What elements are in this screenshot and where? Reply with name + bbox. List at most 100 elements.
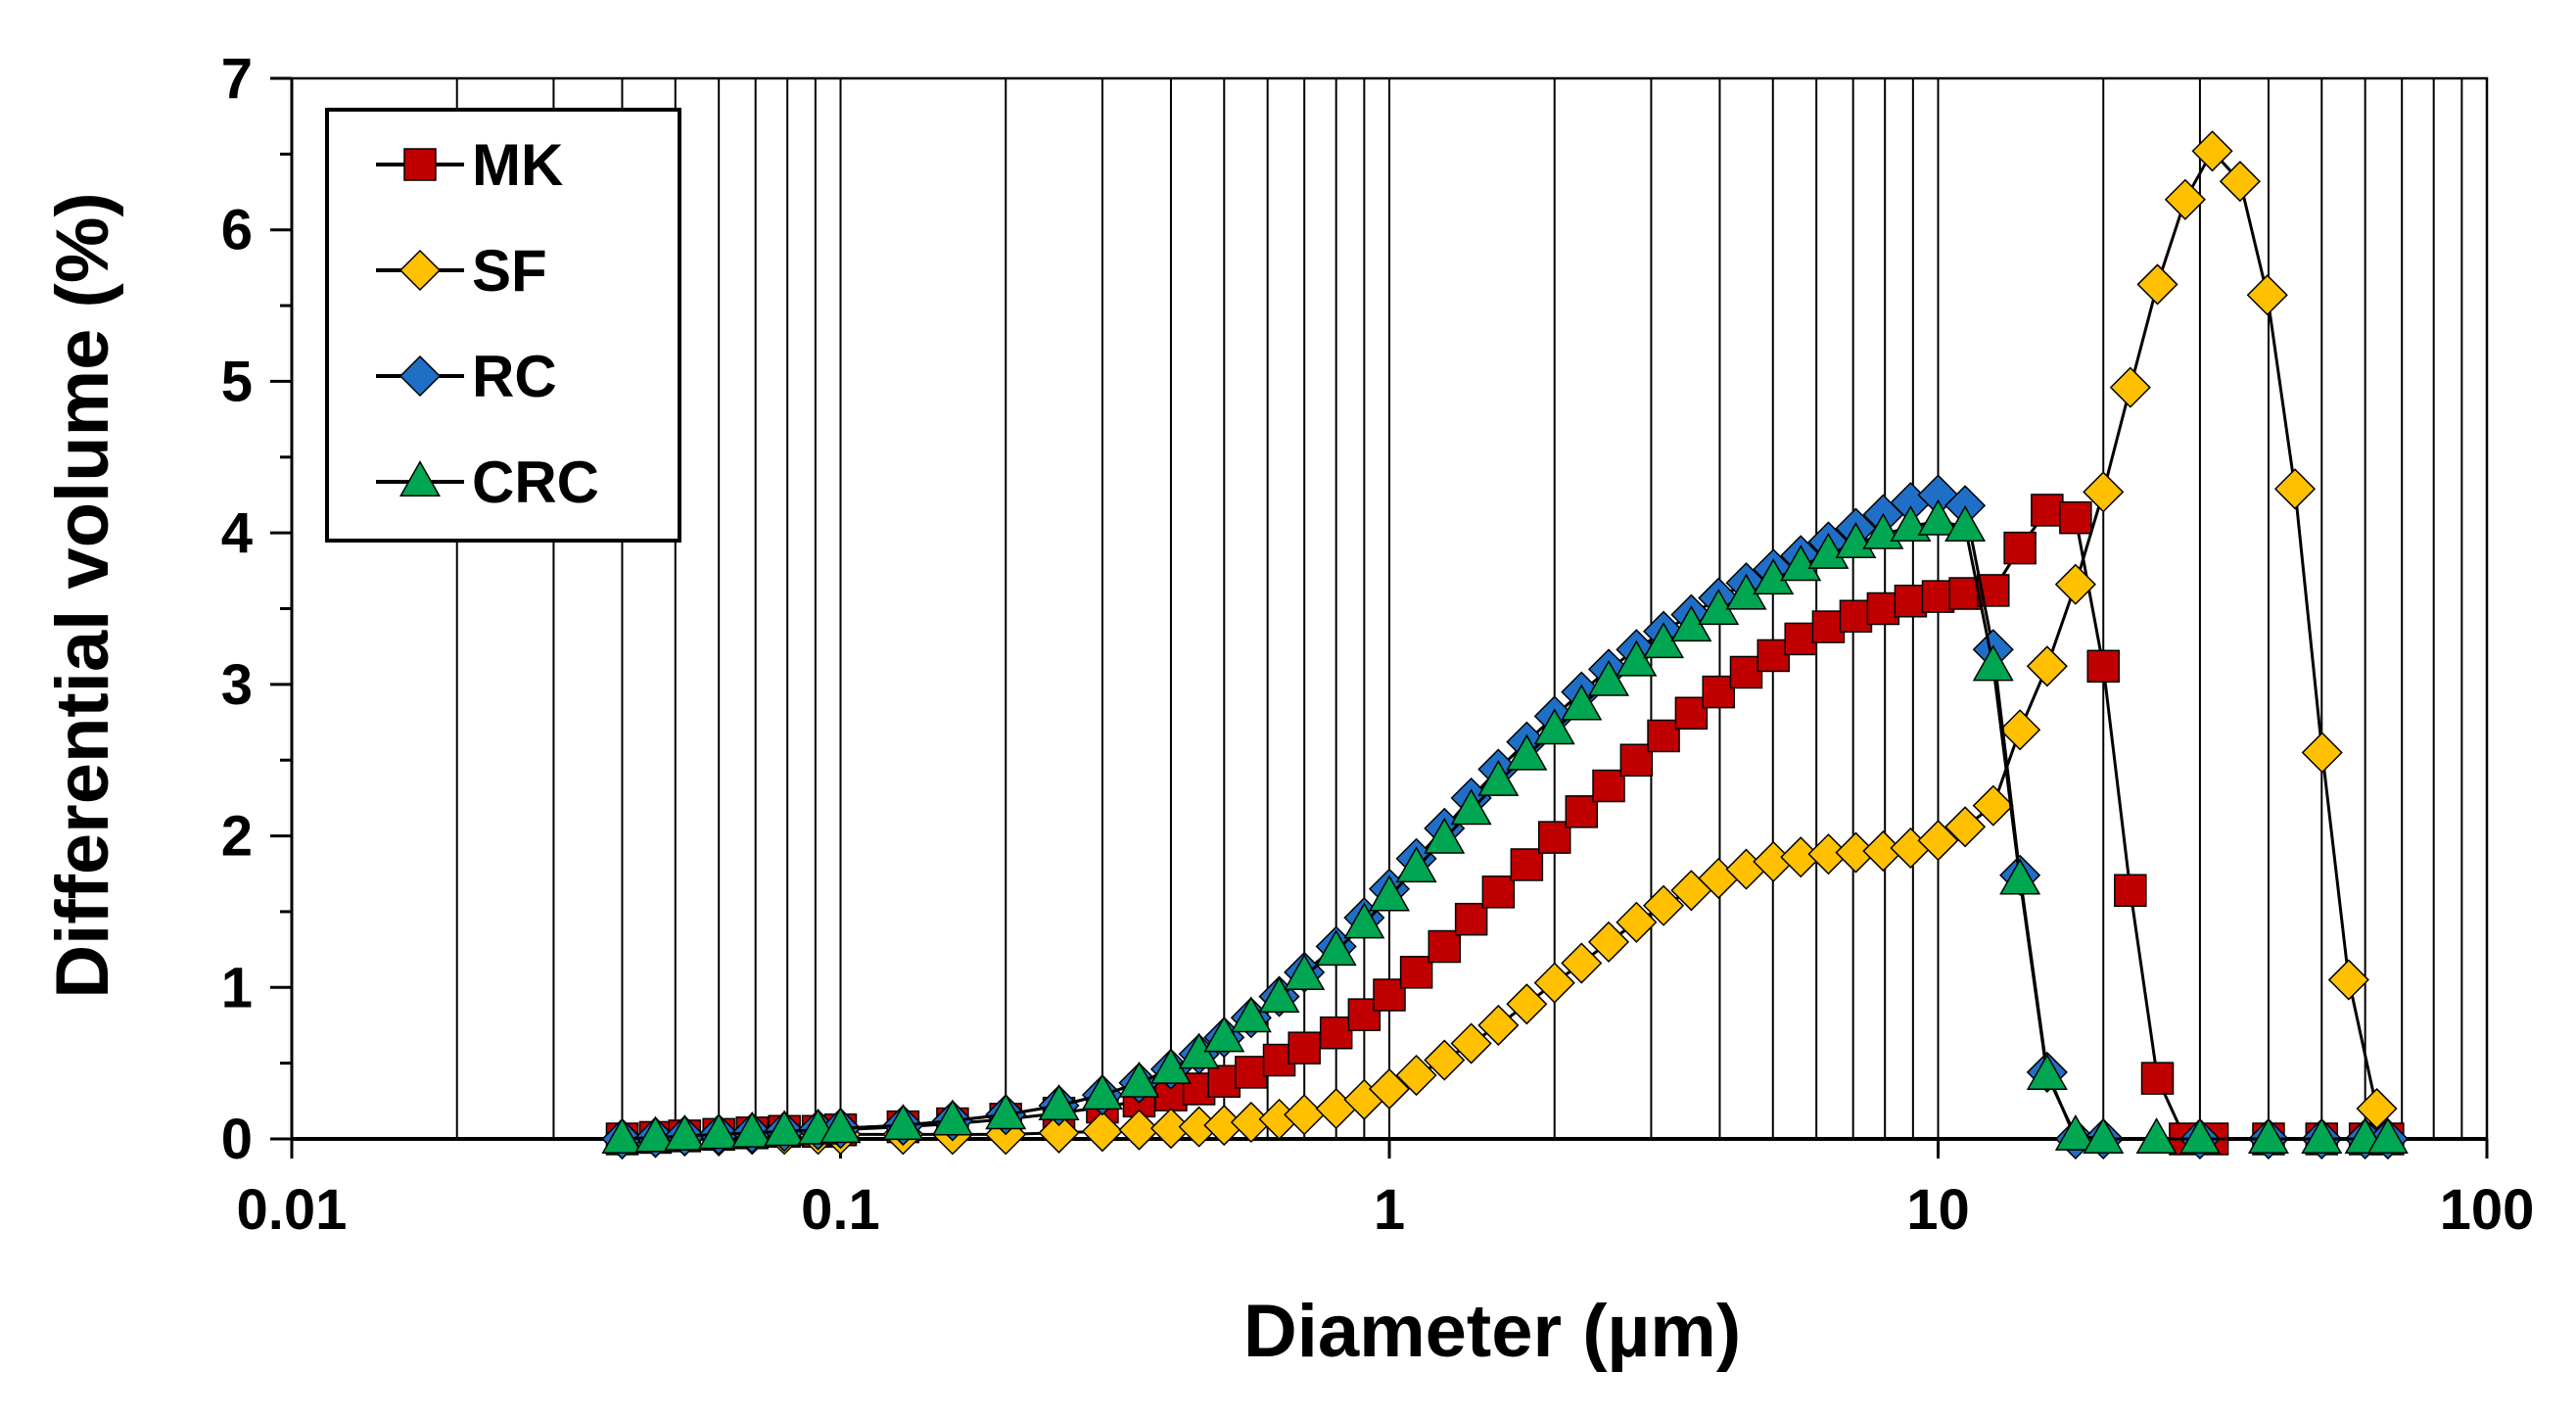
data-point (1118, 1109, 1160, 1151)
data-point (2301, 732, 2343, 774)
data-point (1565, 795, 1599, 828)
data-point (2140, 1062, 2175, 1095)
data-point (1587, 921, 1630, 963)
data-point (1395, 846, 1437, 883)
data-point (2136, 263, 2178, 306)
data-point (2054, 563, 2096, 605)
data-point (1424, 817, 1466, 854)
x-tick-label: 10 (1906, 1178, 1970, 1242)
data-point (1866, 591, 1900, 626)
data-point (882, 1104, 924, 1141)
data-point (2059, 500, 2092, 535)
y-tick-label: 6 (221, 199, 253, 262)
data-point (1395, 1054, 1437, 1097)
data-point (2109, 366, 2151, 408)
data-point (2114, 874, 2147, 908)
data-point (1729, 655, 1763, 689)
data-point (1368, 875, 1411, 912)
data-point (1561, 942, 1603, 984)
y-tick-label: 0 (221, 1108, 253, 1171)
data-point (1368, 1067, 1411, 1111)
data-point (664, 1113, 706, 1151)
data-point (1510, 848, 1544, 881)
x-axis-title: Diameter (µm) (1243, 1290, 1741, 1373)
data-point (1284, 953, 1326, 990)
data-point (1477, 1004, 1520, 1047)
data-point (1506, 983, 1548, 1025)
series (601, 130, 2409, 1160)
data-point (2247, 1117, 2289, 1155)
data-point (1944, 806, 1987, 848)
data-point (1561, 684, 1603, 721)
data-point (1647, 719, 1680, 753)
data-point (2054, 1113, 2096, 1151)
x-tick-label: 0.01 (237, 1178, 348, 1242)
data-point (1288, 1031, 1321, 1064)
data-point (1399, 956, 1433, 989)
data-point (2164, 178, 2206, 220)
data-point (1780, 544, 1822, 582)
data-point (1081, 1073, 1123, 1111)
data-point (2219, 161, 2261, 203)
legend-marker (398, 355, 442, 398)
data-point (1506, 733, 1548, 771)
data-point (1592, 769, 1625, 803)
data-point (731, 1111, 773, 1148)
data-point (1450, 1022, 1492, 1064)
series-crc (601, 498, 2409, 1155)
data-point (2026, 645, 2068, 687)
legend-label: CRC (472, 449, 599, 515)
data-point (1702, 675, 1735, 709)
series-sf (601, 130, 2409, 1160)
data-point (1643, 884, 1685, 926)
legend-item-mk: MK (376, 132, 563, 198)
data-point (1235, 1056, 1268, 1089)
data-point (1203, 1016, 1245, 1053)
y-tick-label: 4 (221, 501, 253, 565)
legend-item-rc: RC (376, 344, 557, 409)
grid (455, 78, 2463, 1139)
data-point (1230, 996, 1272, 1033)
data-point (931, 1099, 973, 1136)
data-point (2366, 1117, 2409, 1155)
data-point (1319, 1016, 1353, 1050)
y-tick-label: 3 (221, 653, 253, 717)
data-point (2031, 494, 2064, 527)
data-point (985, 1093, 1027, 1130)
data-point (1315, 929, 1357, 967)
data-point (1477, 759, 1520, 796)
data-point (1674, 696, 1709, 731)
data-point (1972, 644, 2014, 682)
x-tick-label: 1 (1374, 1178, 1405, 1242)
series-rc (601, 474, 2409, 1160)
data-point (1424, 1039, 1466, 1081)
data-point (634, 1115, 677, 1153)
data-point (2003, 531, 2037, 565)
data-point (2327, 959, 2369, 1001)
data-point (1784, 622, 1817, 656)
legend: MK SF RC CRC (325, 108, 681, 543)
x-tick-label: 0.1 (801, 1178, 880, 1242)
data-point (1373, 978, 1406, 1012)
data-point (1118, 1061, 1160, 1098)
data-point (1619, 743, 1654, 777)
data-point (2083, 1117, 2125, 1155)
data-point (1616, 901, 1658, 943)
data-point (2356, 1087, 2398, 1130)
data-point (1756, 639, 1791, 673)
data-point (2086, 649, 2120, 684)
legend-marker (398, 460, 442, 497)
data-point (1454, 902, 1488, 936)
data-point (820, 1107, 862, 1144)
data-point (1533, 708, 1575, 745)
data-point (2191, 130, 2233, 172)
legend-label: RC (472, 344, 557, 409)
data-point (1588, 659, 1630, 696)
data-point (1038, 1112, 1080, 1154)
data-point (2135, 1117, 2178, 1155)
y-tick-label: 2 (221, 805, 253, 869)
data-point (2273, 468, 2317, 510)
data-point (1999, 858, 2041, 895)
data-point (1537, 821, 1571, 854)
